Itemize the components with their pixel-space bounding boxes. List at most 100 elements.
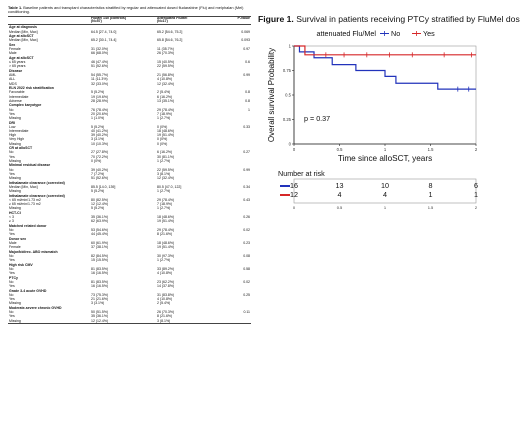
table-cell: > 65 years <box>9 64 26 69</box>
table-cell: 64.5 [27.4, 74.0] <box>91 29 117 34</box>
table-row: No 81 (83.5%) 23 (62.2%) 0.02 <box>8 280 251 284</box>
table-cell: 23 (62.2%) <box>157 280 175 285</box>
risk-count: 10 <box>381 181 389 190</box>
table-cell: Median [Min, Max] <box>9 38 38 43</box>
table-row: Yes 16 (16.5%) 4 (10.8%) <box>8 271 251 275</box>
table-section-row: Age at alloSCT <box>8 56 251 61</box>
table-row: ≥ 65 ml/min/1.73 m2 12 (12.4%) 7 (18.9%) <box>8 202 251 206</box>
y-tick-label: 0.75 <box>283 68 292 73</box>
table-row: No 82 (84.5%) 30 (97.3%) 0.08 <box>8 254 251 258</box>
table-cell: 35 (36.1%) <box>91 314 109 319</box>
table-row: Yes 7 (7.2%) 3 (8.1%) <box>8 172 251 176</box>
table-row: Missing 5 (5.2%) 1 (2.7%) <box>8 189 251 193</box>
table-section-row: ELN 2022 risk stratification <box>8 86 251 91</box>
table-row: Female 31 (32.0%) 11 (35.7%) 0.97 <box>8 47 251 51</box>
table-cell: 12 (12.4%) <box>91 202 109 207</box>
table-cell: Grade 3-4 acute GVHD <box>9 288 47 293</box>
table-row: AML 54 (55.7%) 21 (56.8%) 0.99 <box>8 73 251 77</box>
table-cell: 29 (78.4%) <box>157 107 175 112</box>
table-header-cell: Attenuated FluMel (N=17) <box>157 16 188 24</box>
table-row: Male 60 (61.9%) 18 (48.6%) 0.23 <box>8 241 251 245</box>
legend-label-yes: Yes <box>423 29 435 38</box>
table-cell: 66 (68.0%) <box>91 51 109 56</box>
table-block: Table 1. Baseline patients and transplan… <box>8 5 252 324</box>
table-cell: 4 (10.8%) <box>157 297 173 302</box>
x-tick-label: 0.5 <box>337 147 343 152</box>
table-row: ≥ 3 62 (63.9%) 19 (51.4%) <box>8 219 251 223</box>
table-cell: 0.093 <box>241 38 250 43</box>
table-body: Age at diagnosis Median [Min, Max] 64.5 [2… <box>8 25 251 324</box>
table-cell: Complex karyotype <box>9 103 42 108</box>
table-cell: 0.58 <box>243 267 250 272</box>
risk-count: 8 <box>429 181 433 190</box>
figure-block: Figure 1. Survival in patients receiving… <box>254 14 520 214</box>
risk-count: 12 <box>290 190 298 199</box>
table-cell: Inthalamate clearance (corrected) <box>9 180 65 185</box>
table-row: Yes 15 (15.5%) 1 (2.7%) <box>8 258 251 262</box>
table-cell: HCT-CI <box>9 210 21 215</box>
table-row: MDS 32 (33.0%) 12 (32.4%) <box>8 82 251 86</box>
table-cell: 60 (61.9%) <box>91 241 109 246</box>
table-cell: 1 (2.7%) <box>157 258 171 263</box>
table-cell: 0.99 <box>243 167 250 172</box>
table-cell: 0.43 <box>243 197 250 202</box>
table-cell: 1 <box>248 107 250 112</box>
table-cell <box>222 319 251 324</box>
table-cell: 1 (1.0%) <box>91 116 105 120</box>
table-cell: PTCy <box>9 275 18 280</box>
table-cell: 29 (78.4%) <box>157 197 175 202</box>
table-row: Missing 3 (3.1%) 2 (5.4%) <box>8 301 251 305</box>
table-section-row: CR at alloSCT <box>8 146 251 151</box>
table-cell: 7 (18.9%) <box>157 111 173 116</box>
table-cell: 22 (59.5%) <box>157 167 175 172</box>
table-cell: High risk CMV <box>9 262 33 267</box>
table-row: Intermediate 40 (41.2%) 18 (48.6%) <box>8 129 251 133</box>
figure-title-text: Survival in patients receiving PTCy stra… <box>293 14 520 24</box>
table-cell: Donor sex <box>9 236 27 241</box>
table-cell: 11 (35.7%) <box>157 47 174 52</box>
table-row: No 53 (54.6%) 29 (78.4%) 0.02 <box>8 228 251 232</box>
table-cell: Inthalamate clearance (corrected) <box>9 193 65 198</box>
table-cell: 14 (37.8%) <box>157 284 175 289</box>
table-section-row: Matched related donor <box>8 223 251 228</box>
table-cell: Matched related donor <box>9 223 47 228</box>
table-section-row: Donor sex <box>8 236 251 241</box>
table-section-row: PTCy <box>8 275 251 280</box>
table-cell: 0.8 <box>245 98 250 103</box>
table-cell: 0.11 <box>243 310 250 315</box>
table-cell: DRI <box>9 120 16 125</box>
table-section-row: Grade 3-4 acute GVHD <box>8 288 251 293</box>
table-cell: Intermediate <box>9 129 29 133</box>
risk-count: 4 <box>338 190 342 199</box>
table-header-cell <box>8 16 90 24</box>
table-cell: 19 (51.4%) <box>157 133 175 138</box>
table-cell: 10 (10.3%) <box>91 141 109 146</box>
table-section-row: Age at alloSCT <box>8 34 251 39</box>
table-cell: 51 (52.6%) <box>91 176 109 181</box>
table-cell: 3 (3.1%) <box>91 301 105 306</box>
table-row: ALL 11 (11.3%) 4 (10.8%) <box>8 77 251 81</box>
risk-table-frame <box>293 178 477 204</box>
table-cell: 0 (0%) <box>157 137 168 142</box>
x-tick-label: 0 <box>293 147 296 152</box>
table-cell: Age at diagnosis <box>9 25 38 30</box>
table-cell: 31 (83.8%) <box>157 293 175 298</box>
table-row: < 3 35 (36.1%) 18 (48.6%) 0.26 <box>8 215 251 219</box>
table-cell: 0.97 <box>243 47 250 52</box>
table-cell: 46 (47.4%) <box>91 60 109 65</box>
table-cell: Age at alloSCT <box>9 55 34 60</box>
table-cell: 21 (56.8%) <box>157 73 175 78</box>
table-cell: Missing <box>9 301 21 306</box>
table-cell: 16 (16.5%) <box>91 284 109 289</box>
risk-x-tick-label: 2 <box>475 205 478 210</box>
table-row: < 65 ml/min/1.73 m2 80 (82.5%) 29 (78.4%) 0… <box>8 198 251 202</box>
table-row: Yes 44 (45.4%) 8 (21.6%) <box>8 232 251 236</box>
table-cell: No <box>9 107 14 112</box>
table-cell: 16 (16.5%) <box>91 271 109 276</box>
table-cell: 65.2 [30.1, 74.4] <box>91 38 117 43</box>
table-cell: Yes <box>9 271 15 276</box>
table-cell: 44 (45.4%) <box>91 232 109 237</box>
table-cell: 39 (40.2%) <box>91 133 109 138</box>
table-cell: Median [Min, Max] <box>9 184 38 189</box>
